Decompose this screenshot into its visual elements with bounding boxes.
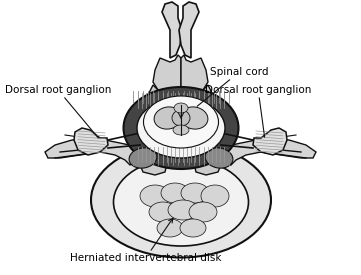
Polygon shape [145,85,180,130]
Ellipse shape [154,107,182,129]
Ellipse shape [161,183,189,203]
Polygon shape [45,138,143,165]
Ellipse shape [129,148,157,168]
Ellipse shape [201,185,229,207]
Text: Herniated intervertebral disk: Herniated intervertebral disk [70,218,222,263]
Polygon shape [181,85,216,130]
Text: Dorsal root ganglion: Dorsal root ganglion [5,85,112,138]
Polygon shape [193,130,223,175]
Polygon shape [153,55,181,92]
Text: Dorsal root ganglion: Dorsal root ganglion [205,85,312,137]
Ellipse shape [144,96,218,148]
Ellipse shape [189,202,217,222]
Ellipse shape [91,142,271,257]
Ellipse shape [173,125,189,135]
Ellipse shape [149,202,177,222]
Ellipse shape [180,219,206,237]
Polygon shape [253,128,287,155]
Polygon shape [179,2,199,58]
Text: Spinal cord: Spinal cord [197,67,269,106]
Ellipse shape [113,158,248,246]
Polygon shape [181,55,208,92]
Ellipse shape [205,148,233,168]
Ellipse shape [168,200,198,220]
Ellipse shape [137,98,225,158]
Ellipse shape [140,185,170,207]
Ellipse shape [157,219,183,237]
Ellipse shape [181,183,209,203]
Polygon shape [138,130,168,175]
Polygon shape [162,2,182,58]
Ellipse shape [123,87,239,169]
Ellipse shape [172,110,190,126]
Ellipse shape [180,107,208,129]
Polygon shape [74,128,108,155]
Polygon shape [218,138,316,165]
Ellipse shape [174,103,188,113]
